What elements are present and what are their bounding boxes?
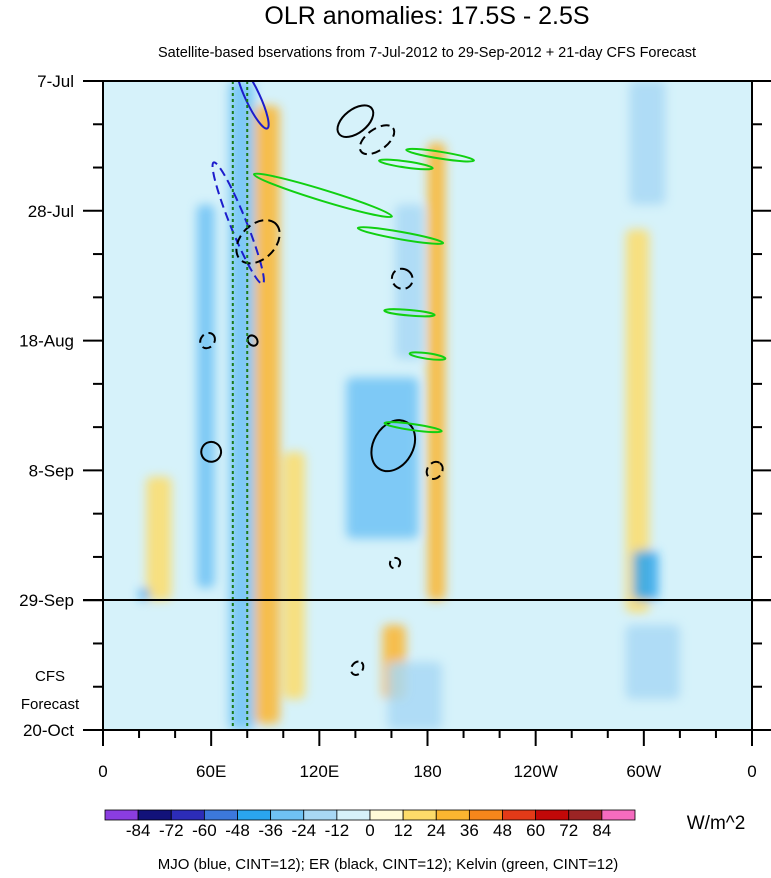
x-tick-label-0: 0 [98,762,107,781]
colorbar-cell-4 [237,809,272,821]
x-tick-label-2: 120E [299,762,339,781]
colorbar-cell-8 [369,809,404,821]
er-contour-11 [388,556,402,570]
colorbar-cell-6 [303,809,338,821]
anomaly-region-12 [625,624,680,700]
colorbar-label-10: 36 [460,821,479,840]
kelvin-contour-18 [408,351,447,361]
colorbar-label-14: 84 [592,821,611,840]
colorbar-label-12: 60 [526,821,545,840]
mjo-contour-0 [235,81,270,130]
kelvin-contour-16 [356,226,445,245]
anomaly-region-1 [196,204,215,588]
colorbar-label-9: 24 [427,821,446,840]
y-tick-label-1: 28-Jul [28,202,74,221]
y-tick-label-5: 20-Oct [23,721,74,740]
x-tick-label-1: 60E [196,762,226,781]
mjo-contour-1 [211,161,265,285]
colorbar-unit: W/m^2 [687,813,746,834]
kelvin-contour-15 [252,172,393,219]
anomaly-region-9 [625,229,650,613]
colorbar-cell-10 [435,809,470,821]
y-tick-label-0: 7-Jul [37,72,74,91]
er-contour-12 [350,660,365,676]
y-tick-label-4: 29-Sep [19,591,74,610]
kelvin-contour-14 [378,158,434,171]
colorbar-cell-5 [270,809,305,821]
y-tick-label-3: 8-Sep [29,461,74,480]
footnote: MJO (blue, CINT=12); ER (black, CINT=12)… [158,856,619,873]
colorbar-cell-14 [568,809,603,821]
colorbar-cell-7 [336,809,371,821]
colorbar-cell-12 [502,809,537,821]
x-tick-label-4: 120W [513,762,557,781]
er-contour-7 [246,334,259,347]
colorbar-label-11: 48 [493,821,512,840]
colorbar-label-5: -24 [291,821,316,840]
chart-subtitle: Satellite-based bservations from 7-Jul-2… [158,45,696,61]
anomaly-region-2 [254,105,280,724]
er-contour-2 [336,104,375,138]
colorbar-label-2: -60 [192,821,217,840]
colorbar: -84 -72 -60 -48 -36 -24 -12 0 12 24 36 48 60 72 84 [104,809,636,840]
colorbar-label-0: -84 [126,821,151,840]
anomaly-region-6 [395,204,424,360]
anomaly-region-8 [387,662,442,730]
kelvin-contour-13 [405,147,475,163]
chart-title: OLR anomalies: 17.5S - 2.5S [264,2,589,30]
colorbar-label-3: -48 [225,821,250,840]
anomaly-region-4 [346,377,419,539]
x-tick-label-5: 60W [626,762,661,781]
plot-area [83,80,771,731]
x-axis: 0 60E 120E 180 120W 60W 0 [98,730,757,781]
er-contour-10 [425,460,444,480]
er-contour-5 [390,267,414,290]
anomaly-region-13 [146,476,172,601]
colorbar-label-8: 12 [394,821,413,840]
er-contour-6 [199,332,216,350]
colorbar-cell-1 [137,809,172,821]
er-contour-3 [358,124,396,156]
anomaly-region-3 [283,451,305,700]
anomaly-region-5 [427,142,446,601]
y-tick-label-2: 18-Aug [19,332,74,351]
colorbar-cell-9 [402,809,437,821]
x-tick-label-6: 0 [747,762,756,781]
colorbar-cell-3 [203,809,238,821]
colorbar-cell-2 [170,809,205,821]
colorbar-label-4: -36 [258,821,283,840]
kelvin-contour-19 [383,421,443,434]
colorbar-cell-15 [601,809,636,821]
colorbar-cell-11 [468,809,503,821]
colorbar-label-13: 72 [559,821,578,840]
y-axis: 7-Jul 28-Jul 18-Aug 8-Sep 29-Sep 20-Oct [19,72,771,740]
anomaly-region-14 [139,587,150,601]
er-contour-9 [200,440,223,463]
kelvin-contour-17 [383,308,436,318]
forecast-label-line1: CFS [35,668,65,685]
anomaly-region-11 [629,81,666,205]
colorbar-cell-13 [535,809,570,821]
anomaly-region-10 [633,550,659,601]
colorbar-label-1: -72 [159,821,184,840]
er-contour-4 [235,219,281,265]
forecast-label-line2: Forecast [21,696,80,713]
colorbar-label-6: -12 [325,821,350,840]
colorbar-cell-0 [104,809,139,821]
colorbar-label-7: 0 [365,821,374,840]
x-tick-label-3: 180 [413,762,441,781]
